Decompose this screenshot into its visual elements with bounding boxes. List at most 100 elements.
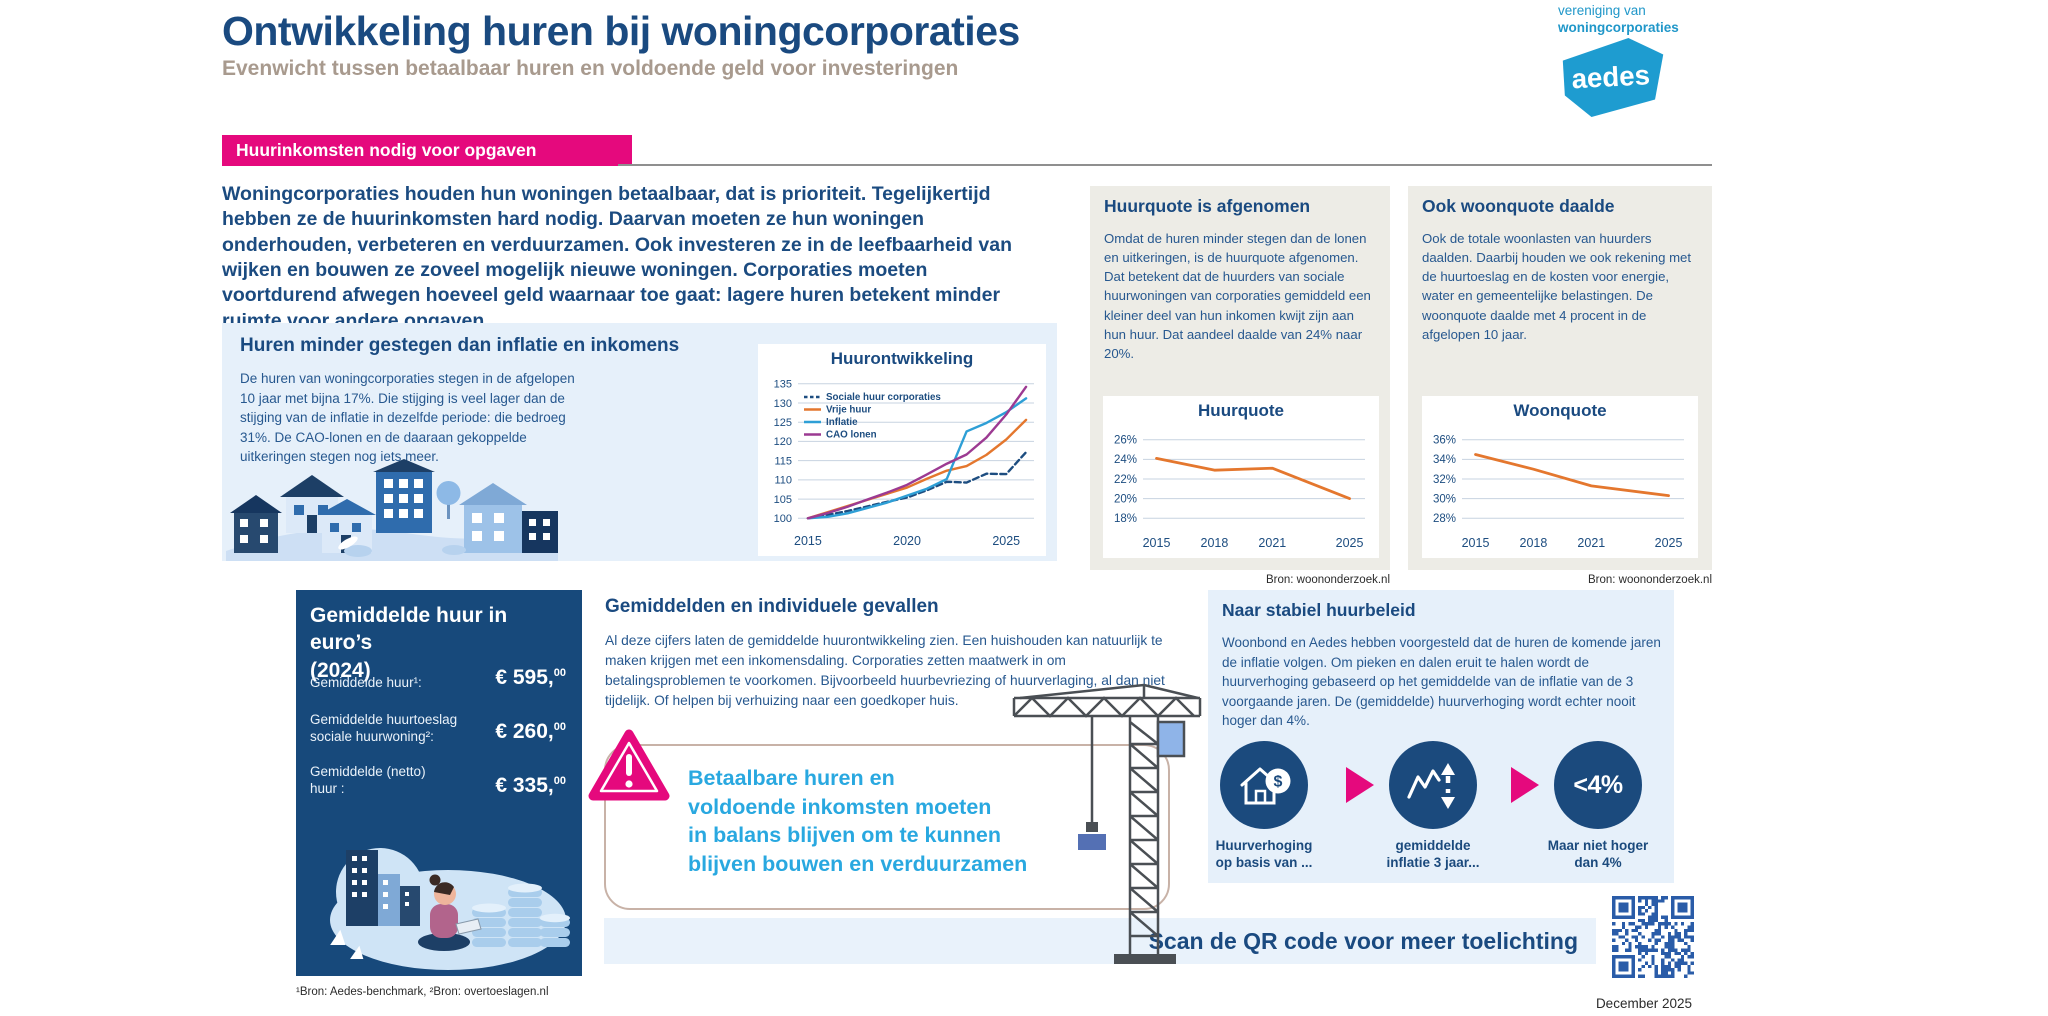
huurquote-title: Huurquote is afgenomen (1104, 196, 1311, 216)
balance-callout-bubble (604, 744, 1170, 910)
chart-woonquote: 36% 34% 32% 30% 28% 2015 2018 2021 2025 (1422, 396, 1698, 558)
step-arrow-icon (1346, 767, 1374, 803)
policy-box: Naar stabiel huurbeleid Woonbond en Aede… (1208, 590, 1674, 883)
average-rent-box: Gemiddelde huur in euro’s (2024) Gemidde… (296, 590, 582, 976)
footnote-sources: ¹Bron: Aedes-benchmark, ²Bron: overtoesl… (296, 986, 549, 998)
svg-text:105: 105 (774, 494, 792, 506)
svg-text:$: $ (1274, 774, 1283, 791)
woonquote-title: Ook woonquote daalde (1422, 196, 1615, 216)
qr-code (1612, 896, 1694, 978)
huurquote-box: Huurquote is afgenomen Omdat de huren mi… (1090, 186, 1390, 570)
banner-rule (618, 164, 1712, 166)
balance-callout-text: Betaalbare huren en voldoende inkomsten … (688, 766, 1028, 876)
average-rent-row-label: Gemiddelde huurtoeslag sociale huurwonin… (310, 712, 458, 744)
svg-text:Vrije huur: Vrije huur (826, 405, 871, 416)
woonquote-box: Ook woonquote daalde Ook de totale woonl… (1408, 186, 1712, 570)
logo-org-line2: woningcorporaties (1558, 19, 1679, 35)
rent-box-title: Huren minder gestegen dan inflatie en in… (240, 335, 680, 356)
svg-text:125: 125 (774, 417, 792, 429)
chart-huurontwikkeling-panel: Huurontwikkeling 100 105 110 115 120 125 130 13… (758, 344, 1046, 556)
chart-huurquote-title: Huurquote (1198, 401, 1284, 420)
city-illustration (226, 459, 558, 561)
average-rent-row-value: € 335,00 (495, 774, 566, 797)
svg-text:2015: 2015 (1143, 536, 1171, 550)
crane-illustration (1012, 683, 1202, 964)
step-circle-max-four-percent: <4% (1554, 741, 1642, 829)
step-circle-rent-increase: $ (1220, 741, 1308, 829)
svg-text:2020: 2020 (893, 534, 921, 548)
scan-banner: Scan de QR code voor meer toelichting (604, 918, 1596, 964)
rent-development-box: Huren minder gestegen dan inflatie en in… (222, 323, 1057, 561)
svg-text:Inflatie: Inflatie (826, 417, 858, 428)
step-label: Maar niet hoger dan 4% (1547, 838, 1649, 870)
svg-text:Sociale huur corporaties: Sociale huur corporaties (826, 392, 941, 403)
svg-text:28%: 28% (1433, 513, 1456, 525)
aedes-logo-icon: aedes (1562, 38, 1664, 117)
averages-section-body: Al deze cijfers laten de gemiddelde huur… (605, 633, 1165, 708)
person-coins-illustration (330, 848, 570, 970)
svg-text:135: 135 (774, 379, 792, 391)
average-rent-row-value: € 260,00 (495, 720, 566, 743)
page-subtitle: Evenwicht tussen betaalbaar huren en vol… (222, 57, 959, 80)
chart-woonquote-panel: Woonquote 36% 34% 32% 30% 28% 2015 2018 2021 202… (1422, 396, 1698, 558)
svg-text:115: 115 (774, 455, 792, 467)
chart-huurontwikkeling-title: Huurontwikkeling (830, 349, 974, 368)
average-rent-row-value: € 595,00 (495, 666, 566, 689)
svg-text:2018: 2018 (1520, 536, 1548, 550)
max-percent-icon: <4% (1573, 770, 1623, 799)
svg-text:2021: 2021 (1258, 536, 1286, 550)
inflation-arrows-icon (1407, 763, 1455, 809)
house-euro-icon: $ (1240, 767, 1291, 805)
svg-text:2015: 2015 (1462, 536, 1490, 550)
svg-text:2021: 2021 (1577, 536, 1605, 550)
huurquote-source: Bron: woononderzoek.nl (1265, 574, 1390, 586)
svg-text:36%: 36% (1433, 435, 1456, 447)
step-circle-average-inflation (1389, 741, 1477, 829)
svg-text:2015: 2015 (794, 534, 822, 548)
step-label: Huurverhoging op basis van ... (1215, 838, 1313, 870)
warning-icon (588, 729, 670, 801)
policy-title: Naar stabiel huurbeleid (1222, 600, 1416, 620)
policy-body: Woonbond en Aedes hebben voorgesteld dat… (1222, 635, 1661, 729)
svg-text:2025: 2025 (992, 534, 1020, 548)
svg-text:32%: 32% (1433, 474, 1456, 486)
svg-text:2025: 2025 (1336, 536, 1364, 550)
svg-text:2018: 2018 (1201, 536, 1229, 550)
svg-text:18%: 18% (1114, 513, 1137, 525)
averages-section-title: Gemiddelden en individuele gevallen (605, 596, 939, 617)
logo-org-line1: vereniging van (1558, 3, 1646, 18)
svg-text:34%: 34% (1433, 454, 1456, 466)
chart-huurquote-panel: Huurquote 26% 24% 22% 20% 18% 2015 2018 2021 202… (1103, 396, 1379, 558)
svg-text:30%: 30% (1433, 493, 1456, 505)
aedes-logo-text: aedes (1571, 59, 1651, 94)
step-label: gemiddelde inflatie 3 jaar... (1386, 838, 1480, 870)
logo-org-name: vereniging van woningcorporaties (1558, 3, 1679, 37)
publication-date: December 2025 (1595, 996, 1692, 1011)
intro-paragraph: Woningcorporaties houden hun woningen be… (222, 183, 1012, 332)
svg-text:24%: 24% (1114, 454, 1137, 466)
svg-text:2025: 2025 (1655, 536, 1683, 550)
step-arrow-icon (1511, 767, 1539, 803)
chart-woonquote-title: Woonquote (1513, 401, 1607, 420)
chart-huurquote: 26% 24% 22% 20% 18% 2015 2018 2021 2025 (1103, 396, 1379, 558)
average-rent-row-label: Gemiddelde huur¹: (310, 675, 422, 690)
huurquote-body: Omdat de huren minder stegen dan de lone… (1104, 231, 1371, 361)
scan-label: Scan de QR code voor meer toelichting (1148, 928, 1578, 954)
average-rent-title: Gemiddelde huur in euro’s (2024) (310, 604, 508, 682)
woonquote-body: Ook de totale woonlasten van huurders da… (1422, 231, 1692, 342)
svg-text:130: 130 (774, 398, 792, 410)
section-banner: Huurinkomsten nodig voor opgaven (222, 135, 632, 166)
svg-text:26%: 26% (1114, 435, 1137, 447)
svg-text:120: 120 (774, 436, 792, 448)
average-rent-row-label: Gemiddelde (netto) huur : (310, 764, 426, 796)
woonquote-source: Bron: woononderzoek.nl (1587, 574, 1712, 586)
svg-text:20%: 20% (1114, 493, 1137, 505)
page-title: Ontwikkeling huren bij woningcorporaties (222, 8, 1020, 54)
chart-huurontwikkeling: 100 105 110 115 120 125 130 135 2015 2020 2025 Soci… (758, 344, 1046, 556)
rent-box-body: De huren van woningcorporaties stegen in… (240, 371, 575, 465)
svg-text:22%: 22% (1114, 474, 1137, 486)
svg-text:110: 110 (774, 475, 792, 487)
svg-text:100: 100 (774, 513, 792, 525)
svg-text:CAO lonen: CAO lonen (826, 430, 877, 441)
